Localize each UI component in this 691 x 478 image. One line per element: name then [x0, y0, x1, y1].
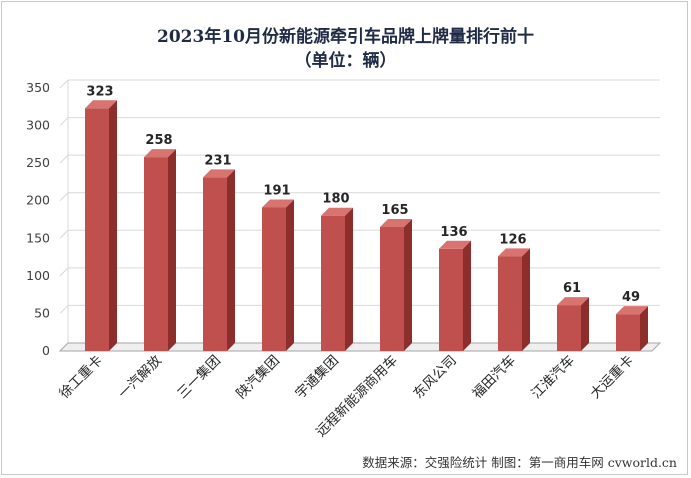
- bar-top: [321, 207, 353, 216]
- data-label: 49: [622, 290, 640, 305]
- y-tick-label: 300: [26, 118, 50, 133]
- gridline-side: [59, 305, 69, 314]
- data-label: 165: [381, 203, 408, 218]
- bar-side: [463, 240, 471, 351]
- gridline-side: [59, 229, 69, 239]
- chart-source: 数据来源：交强险统计 制图：第一商用车网 cvworld.cn: [362, 455, 677, 470]
- data-label: 231: [204, 153, 231, 168]
- gridline-side: [59, 154, 69, 164]
- x-tick-label: 江淮汽车: [528, 352, 578, 402]
- bar: [262, 207, 286, 351]
- chart-title: 2023年10月份新能源牵引车品牌上牌量排行前十: [157, 27, 534, 47]
- bar-side: [227, 169, 235, 351]
- x-tick-label: 三一集团: [174, 353, 223, 402]
- bar-top: [380, 219, 412, 228]
- data-label: 191: [263, 183, 290, 198]
- data-label: 136: [440, 225, 467, 240]
- bar-top: [203, 169, 235, 178]
- gridline-side: [59, 79, 69, 89]
- x-tick-label: 徐工重卡: [56, 353, 105, 402]
- bar-top: [616, 306, 648, 315]
- y-tick-label: 200: [26, 193, 50, 208]
- bar: [321, 215, 345, 351]
- bar-side: [168, 149, 176, 351]
- bar: [616, 314, 640, 351]
- data-label: 61: [563, 281, 581, 296]
- x-tick-label: 福田汽车: [469, 352, 519, 402]
- bar: [557, 305, 581, 351]
- bar-side: [286, 199, 294, 351]
- y-tick-label: 0: [42, 343, 50, 358]
- gridline-side: [59, 192, 69, 202]
- y-tick-label: 100: [26, 268, 50, 283]
- bar-side: [581, 297, 589, 351]
- chart-subtitle: （单位：辆）: [294, 51, 397, 71]
- bar: [203, 177, 227, 351]
- bar: [498, 256, 522, 351]
- data-label: 258: [145, 133, 172, 148]
- bar: [439, 248, 463, 351]
- bar-side: [522, 248, 530, 351]
- x-tick-label: 一汽解放: [115, 352, 165, 402]
- x-tick-label: 东风公司: [410, 353, 459, 402]
- x-tick-label: 大运重卡: [587, 353, 636, 402]
- y-tick-label: 150: [26, 230, 50, 245]
- bar-top: [144, 149, 176, 158]
- bar-top: [85, 100, 117, 109]
- x-tick-label: 陕汽集团: [233, 353, 282, 402]
- bar: [85, 108, 109, 351]
- bar-side: [640, 306, 648, 351]
- bar-side: [109, 100, 117, 351]
- bar-top: [498, 248, 530, 257]
- gridline-side: [59, 117, 69, 126]
- bar-side: [345, 207, 353, 351]
- bar-side: [404, 219, 412, 351]
- bar: [380, 227, 404, 351]
- data-label: 126: [499, 232, 526, 247]
- x-tick-label: 宇通集团: [292, 353, 341, 402]
- y-tick-label: 350: [26, 80, 50, 95]
- bar: [144, 157, 168, 351]
- data-label: 180: [322, 192, 349, 207]
- bar-top: [262, 199, 294, 208]
- bar-top: [557, 297, 589, 306]
- y-tick-label: 50: [34, 305, 50, 320]
- data-label: 323: [86, 84, 113, 99]
- y-tick-label: 250: [26, 155, 50, 170]
- gridline-side: [59, 267, 69, 277]
- bar-top: [439, 240, 471, 249]
